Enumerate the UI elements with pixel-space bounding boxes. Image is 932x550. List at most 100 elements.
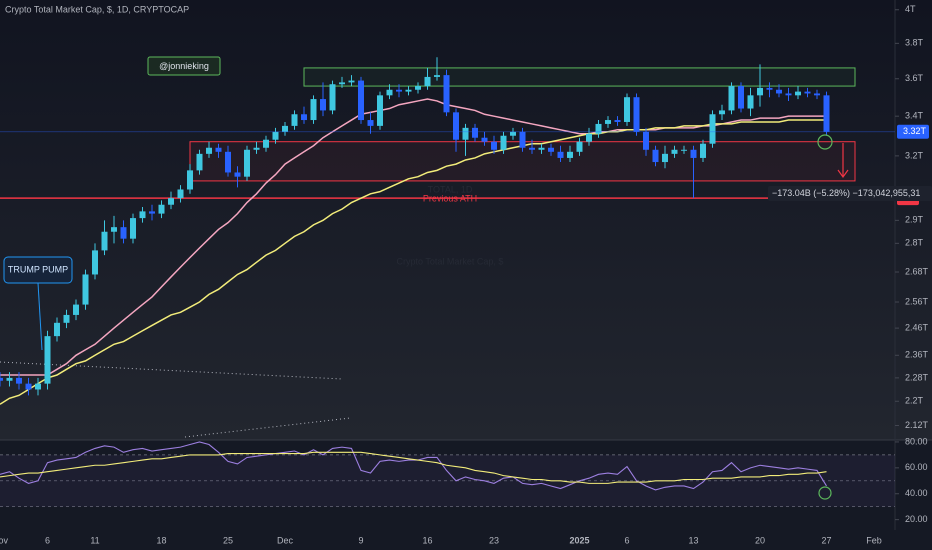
- candle-body: [605, 120, 611, 124]
- x-tick-label: 2025: [569, 535, 589, 545]
- candle-body: [624, 97, 630, 122]
- rsi-tick-label: 40.00: [905, 488, 928, 498]
- price-pane: [0, 0, 932, 440]
- x-tick-label: 6: [624, 535, 629, 545]
- x-tick-label: 9: [358, 535, 363, 545]
- candle-body: [339, 82, 345, 85]
- y-tick-label: 2.12T: [905, 420, 929, 430]
- candle-body: [215, 147, 222, 152]
- candle-body: [120, 227, 127, 239]
- candle-body: [491, 141, 497, 150]
- candle-body: [415, 86, 421, 90]
- x-tick-label: 6: [45, 535, 50, 545]
- candle-body: [187, 170, 193, 190]
- candle-body: [671, 149, 678, 154]
- candle-body: [785, 93, 792, 96]
- y-tick-label: 3.6T: [905, 73, 924, 83]
- callout-pointer: [37, 282, 43, 351]
- candle-body: [434, 75, 440, 77]
- candle-body: [158, 204, 165, 214]
- candle-body: [652, 149, 659, 163]
- x-tick-label: 11: [90, 535, 99, 545]
- candle-body: [472, 127, 478, 138]
- y-tick-label: 2.2T: [905, 396, 924, 406]
- candle-body: [443, 75, 450, 113]
- candle-body: [567, 151, 573, 158]
- author-label: @jonnieking: [159, 61, 209, 71]
- candle-body: [747, 95, 754, 109]
- candle-body: [92, 250, 98, 275]
- candle-body: [35, 383, 41, 390]
- measure-label: −173.04B (−5.28%) −173,042,955,31: [772, 188, 920, 198]
- candle-body: [263, 139, 269, 148]
- watermark: TOTAL, 1D Crypto Total Market Cap, $: [397, 184, 504, 266]
- candle-body: [557, 151, 564, 158]
- watermark-name: Crypto Total Market Cap, $: [397, 256, 504, 266]
- candle-body: [738, 86, 744, 109]
- chart-title: Crypto Total Market Cap, $, 1D, CRYPTOCA…: [5, 4, 189, 14]
- x-tick-label: 16: [422, 535, 432, 545]
- candle-body: [462, 127, 469, 140]
- candle-body: [814, 93, 820, 96]
- candle-body: [101, 231, 108, 251]
- rsi-highlight-circle: [818, 486, 832, 500]
- y-tick-label: 2.9T: [905, 215, 924, 225]
- candle-body: [804, 91, 811, 94]
- candle-body: [168, 198, 174, 205]
- candle-body: [757, 87, 763, 96]
- y-tick-label: 2.28T: [905, 372, 929, 382]
- x-tick-label: 25: [223, 535, 233, 545]
- x-tick-label: Feb: [866, 535, 882, 545]
- candle-body: [348, 80, 355, 83]
- candle-body: [823, 95, 830, 132]
- candle-body: [643, 131, 649, 150]
- candle-body: [500, 135, 507, 150]
- x-tick-label: 20: [755, 535, 765, 545]
- rsi-band: [0, 454, 895, 507]
- candle-body: [681, 149, 687, 151]
- reference-label: Previous ATH: [423, 194, 477, 204]
- candle-body: [548, 147, 554, 152]
- candle-body: [377, 95, 383, 126]
- candle-body: [225, 151, 231, 173]
- candle-body: [0, 377, 3, 381]
- candle-body: [519, 131, 526, 148]
- candle-body: [481, 137, 488, 142]
- candle-body: [424, 76, 431, 87]
- rsi-line: [0, 451, 827, 484]
- candle-body: [576, 141, 583, 152]
- candle-body: [595, 123, 602, 134]
- y-tick-label: 2.46T: [905, 322, 929, 332]
- candle-body: [234, 172, 241, 177]
- candle-body: [633, 97, 640, 132]
- moving-average: [0, 119, 827, 405]
- rsi-tick-label: 60.00: [905, 462, 928, 472]
- candle-body: [728, 86, 735, 111]
- candle-body: [453, 112, 459, 140]
- candle-body: [196, 153, 203, 171]
- candle-body: [63, 314, 70, 323]
- y-tick-label: 2.56T: [905, 296, 929, 306]
- candle-body: [700, 143, 706, 158]
- y-tick-label: 2.36T: [905, 350, 929, 360]
- candle-body: [272, 131, 279, 140]
- candle-body: [25, 383, 32, 390]
- watermark-symbol: TOTAL, 1D: [428, 184, 473, 194]
- candle-body: [358, 80, 364, 121]
- candle-body: [396, 89, 402, 92]
- candle-body: [709, 114, 716, 144]
- candle-body: [111, 227, 117, 232]
- candle-body: [149, 211, 155, 214]
- zone: [303, 67, 856, 87]
- x-tick-label: Dec: [277, 535, 294, 545]
- x-tick-label: 27: [821, 535, 831, 545]
- callout-label: TRUMP PUMP: [8, 264, 68, 274]
- candle-body: [538, 147, 545, 150]
- candle-body: [776, 89, 782, 94]
- candle-body: [177, 189, 184, 199]
- highlight-circle: [817, 134, 833, 150]
- rsi-tick-label: 80.00: [905, 436, 928, 446]
- candle-body: [310, 99, 317, 121]
- x-tick-label: Nov: [0, 535, 8, 545]
